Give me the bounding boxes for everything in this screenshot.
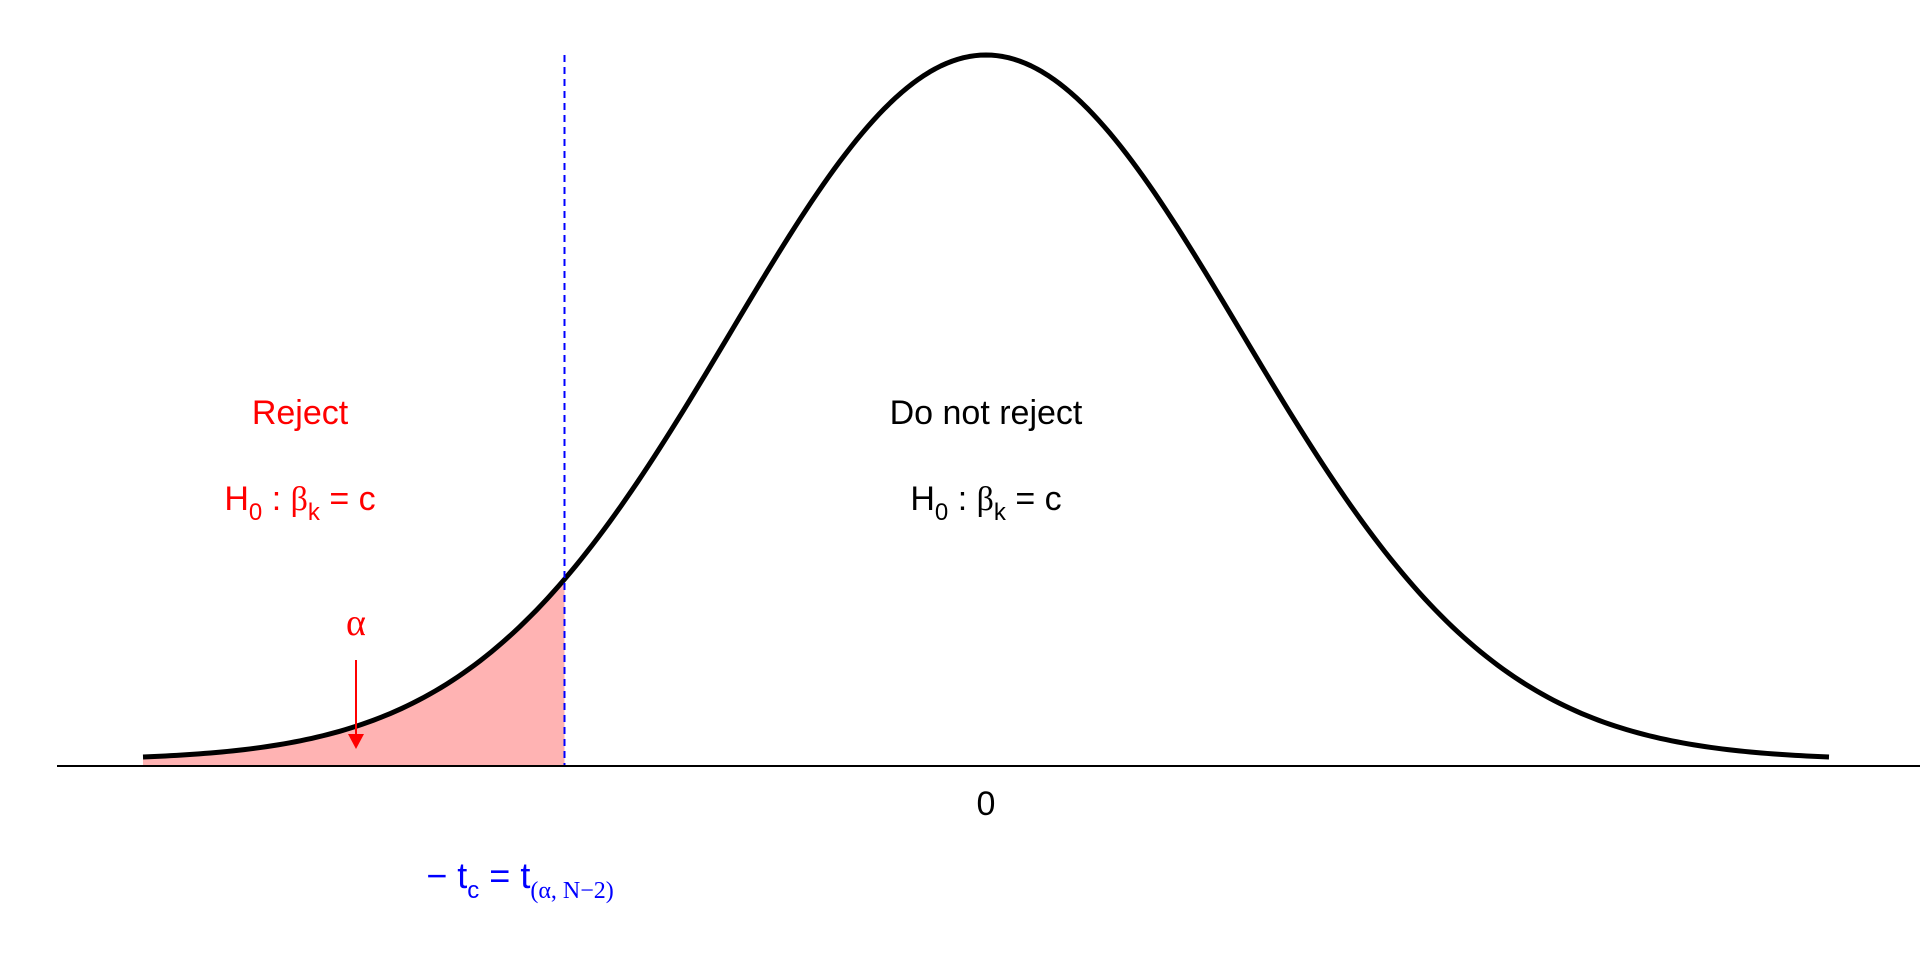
density-curve [142, 52, 1830, 760]
alpha-arrow-head [348, 734, 364, 749]
reject-null-hypothesis: H0 : βk = c [224, 480, 375, 526]
accept-null-hypothesis: H0 : βk = c [910, 480, 1061, 526]
accept-region-title: Do not reject [890, 394, 1083, 432]
rejection-area [143, 579, 565, 766]
x-tick-label-zero: 0 [977, 785, 996, 823]
reject-region-title: Reject [252, 394, 349, 432]
alpha-label: α [346, 602, 366, 644]
critical-value-label: − tc = t(α, N−2) [426, 855, 614, 904]
